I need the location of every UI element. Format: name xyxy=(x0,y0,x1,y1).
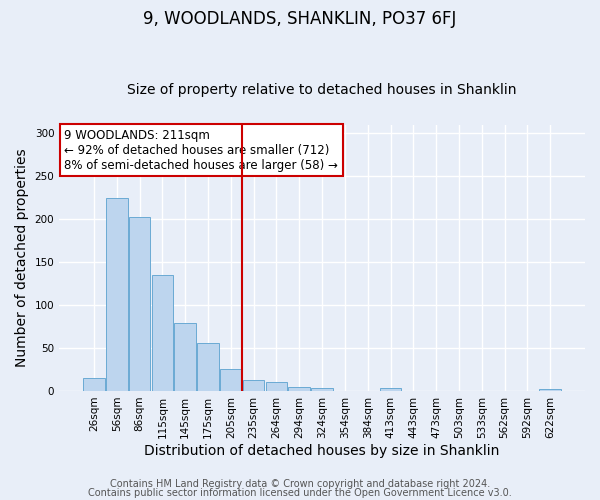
Y-axis label: Number of detached properties: Number of detached properties xyxy=(15,148,29,367)
Bar xyxy=(220,368,242,391)
Bar xyxy=(152,275,173,391)
Bar xyxy=(266,382,287,391)
X-axis label: Distribution of detached houses by size in Shanklin: Distribution of detached houses by size … xyxy=(145,444,500,458)
Text: 9 WOODLANDS: 211sqm
← 92% of detached houses are smaller (712)
8% of semi-detach: 9 WOODLANDS: 211sqm ← 92% of detached ho… xyxy=(64,128,338,172)
Bar xyxy=(83,378,105,391)
Bar xyxy=(539,389,561,391)
Bar xyxy=(311,388,333,391)
Bar xyxy=(197,343,219,391)
Bar xyxy=(289,386,310,391)
Text: Contains public sector information licensed under the Open Government Licence v3: Contains public sector information licen… xyxy=(88,488,512,498)
Title: Size of property relative to detached houses in Shanklin: Size of property relative to detached ho… xyxy=(127,83,517,97)
Bar xyxy=(243,380,265,391)
Bar xyxy=(175,323,196,391)
Text: Contains HM Land Registry data © Crown copyright and database right 2024.: Contains HM Land Registry data © Crown c… xyxy=(110,479,490,489)
Bar xyxy=(106,198,128,391)
Text: 9, WOODLANDS, SHANKLIN, PO37 6FJ: 9, WOODLANDS, SHANKLIN, PO37 6FJ xyxy=(143,10,457,28)
Bar xyxy=(380,388,401,391)
Bar xyxy=(129,218,151,391)
